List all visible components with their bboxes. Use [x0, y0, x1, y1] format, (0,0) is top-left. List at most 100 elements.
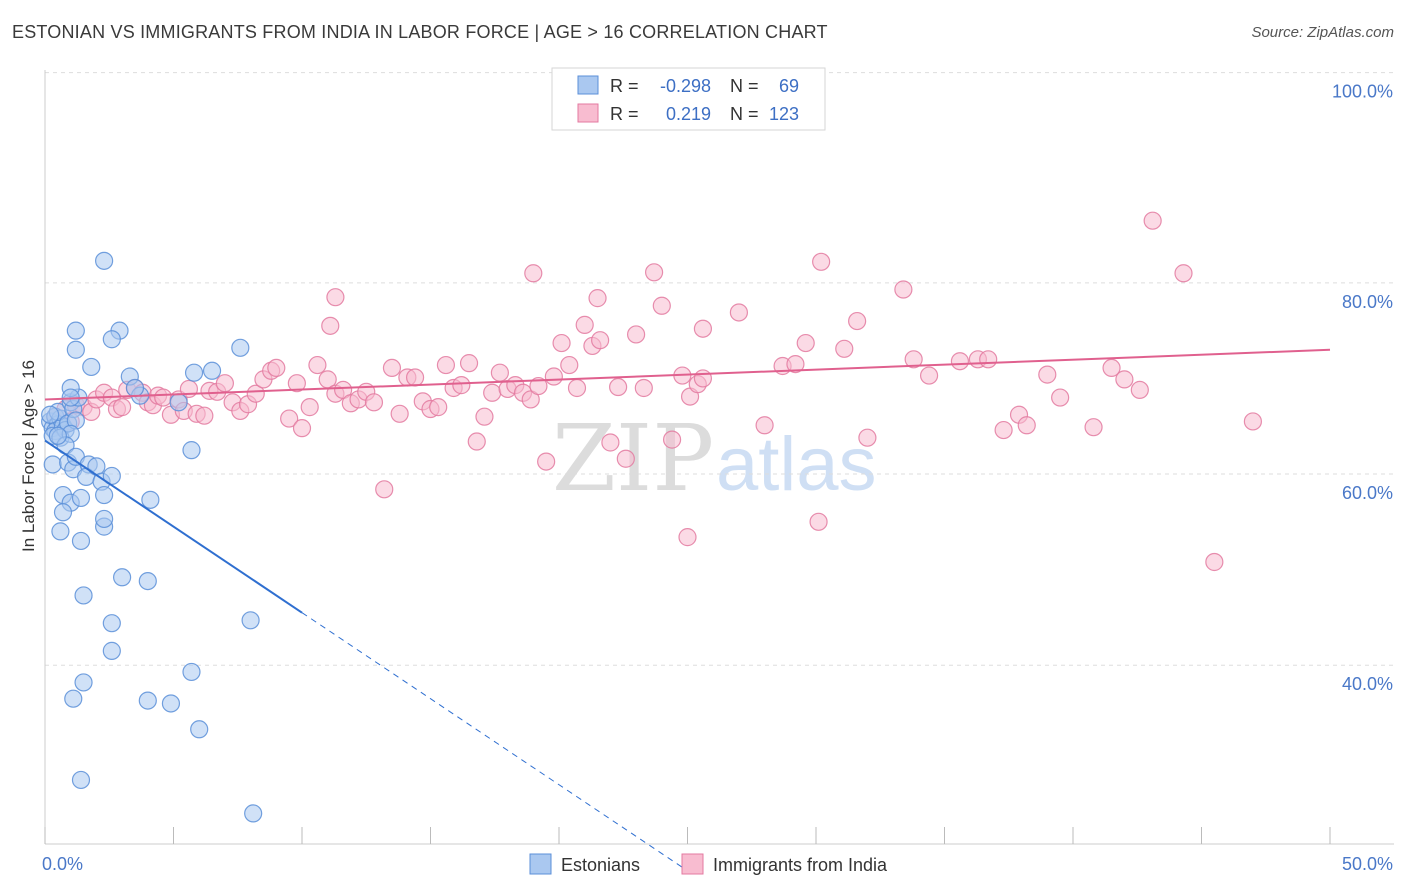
legend-swatch-estonians	[529, 853, 552, 875]
point-india-66	[521, 390, 540, 409]
trend-line-estonians	[44, 439, 303, 614]
point-india-18	[154, 388, 173, 407]
point-india-61	[483, 383, 502, 402]
point-estonians-48	[138, 691, 157, 710]
point-estonians-42	[102, 614, 121, 633]
point-india-77	[601, 433, 620, 452]
point-india-67	[529, 376, 548, 396]
point-india-51	[405, 368, 425, 387]
point-india-103	[919, 366, 939, 385]
stats-legend-swatch-pink	[577, 103, 599, 123]
y-tick-label-80: 80.0%	[1342, 292, 1393, 312]
point-india-119	[1243, 412, 1263, 431]
point-india-90	[729, 303, 749, 322]
y-axis-label: In Labor Force | Age > 16	[19, 360, 38, 552]
point-estonians-41	[74, 586, 93, 605]
point-estonians-57	[66, 340, 85, 359]
point-india-39	[308, 355, 327, 375]
point-india-118	[1205, 552, 1224, 572]
point-india-57	[452, 376, 471, 395]
point-india-89	[678, 528, 697, 547]
point-india-71	[560, 355, 579, 375]
point-india-111	[1051, 388, 1070, 407]
point-india-84	[662, 430, 682, 449]
point-india-37	[292, 419, 312, 438]
point-estonians-56	[102, 330, 121, 349]
point-india-98	[835, 339, 854, 358]
trend-line-india	[44, 348, 1331, 401]
tick-labels: 100.0% 80.0% 60.0% 40.0% 0.0% 50.0%	[42, 82, 1393, 874]
point-india-102	[904, 350, 923, 369]
point-estonians-62	[202, 361, 222, 380]
point-india-114	[1115, 370, 1134, 389]
point-india-96	[812, 252, 831, 271]
point-india-11	[112, 398, 132, 417]
point-estonians-31	[71, 488, 91, 508]
point-estonians-53	[95, 251, 114, 270]
point-india-58	[459, 354, 479, 373]
point-estonians-65	[182, 441, 201, 460]
point-india-121	[321, 316, 340, 335]
point-estonians-59	[82, 357, 101, 377]
point-estonians-43	[241, 611, 260, 630]
point-india-38	[300, 398, 319, 417]
point-india-116	[1143, 211, 1162, 230]
point-estonians-49	[161, 694, 181, 713]
watermark-atlas: atlas	[716, 422, 877, 507]
point-india-62	[490, 363, 509, 382]
stats-n-label-1: N =	[730, 76, 759, 96]
point-india-109	[1017, 416, 1036, 435]
point-estonians-11	[41, 405, 60, 424]
point-india-80	[626, 325, 646, 344]
series-legend: Estonians Immigrants from India	[529, 853, 888, 875]
point-india-47	[375, 480, 394, 499]
point-estonians-44	[102, 641, 121, 660]
point-india-49	[390, 404, 409, 423]
point-estonians-39	[112, 568, 132, 587]
point-india-27	[215, 374, 234, 393]
point-estonians-64	[169, 393, 188, 412]
stats-r-label-2: R =	[610, 104, 639, 124]
point-estonians-50	[190, 720, 209, 739]
point-estonians-38	[71, 531, 91, 551]
point-india-72	[567, 378, 587, 398]
point-india-107	[994, 420, 1013, 440]
point-estonians-45	[182, 662, 201, 682]
point-india-95	[796, 333, 815, 353]
point-india-46	[364, 393, 384, 412]
point-india-113	[1102, 358, 1121, 378]
point-india-83	[652, 296, 671, 315]
point-estonians-20	[43, 455, 62, 474]
point-india-91	[693, 319, 713, 338]
stats-legend-swatch-blue	[577, 75, 599, 95]
point-estonians-58	[231, 338, 250, 357]
y-tick-label-40: 40.0%	[1342, 674, 1393, 694]
legend-swatch-india	[681, 853, 704, 875]
trend-lines	[44, 348, 1331, 872]
point-india-73	[575, 315, 594, 334]
trend-line-estonians-extension	[301, 612, 688, 872]
point-india-76	[524, 264, 543, 283]
point-india-110	[1038, 365, 1057, 384]
point-estonians-37	[141, 490, 160, 509]
point-india-115	[1130, 380, 1149, 399]
point-estonians-54	[66, 321, 85, 340]
point-estonians-34	[51, 522, 70, 541]
point-estonians-52	[244, 804, 263, 823]
point-india-94	[786, 354, 805, 374]
point-estonians-46	[74, 673, 93, 692]
point-estonians-47	[64, 689, 83, 708]
y-tick-label-100: 100.0%	[1332, 82, 1393, 102]
point-india-122	[326, 288, 345, 307]
point-estonians-40	[138, 571, 157, 591]
point-india-88	[693, 369, 713, 388]
point-estonians-51	[71, 770, 91, 790]
point-india-92	[755, 416, 774, 435]
point-india-68	[537, 452, 556, 471]
point-india-59	[467, 432, 486, 451]
chart-title: ESTONIAN VS IMMIGRANTS FROM INDIA IN LAB…	[12, 22, 828, 42]
x-tick-label-end: 50.0%	[1342, 854, 1393, 874]
point-estonians-33	[53, 503, 73, 522]
point-india-100	[858, 428, 877, 447]
